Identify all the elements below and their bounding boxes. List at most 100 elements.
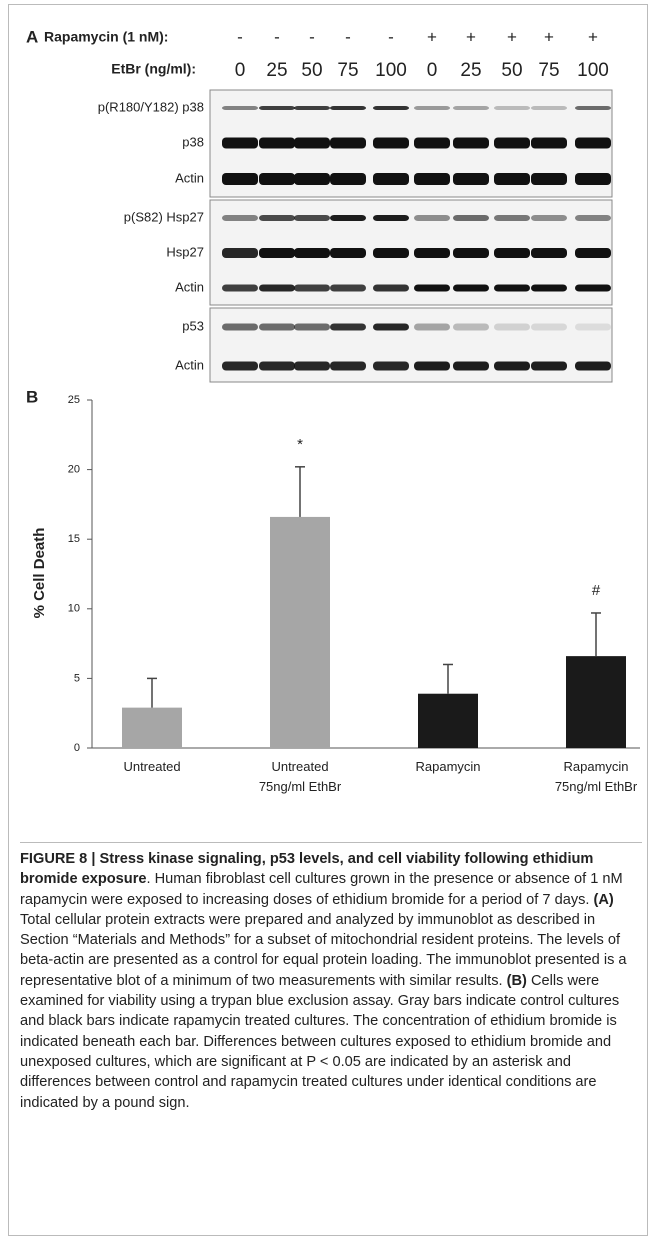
blot-band (414, 324, 450, 331)
rapamycin-sign: - (237, 27, 243, 46)
blot-band (531, 324, 567, 331)
etbr-dose: 0 (235, 60, 246, 81)
blot-row-label: Hsp27 (166, 244, 204, 259)
caption: FIGURE 8 | Stress kinase signaling, p53 … (20, 842, 642, 1113)
blot-band (373, 215, 409, 221)
blot-row-label: p(S82) Hsp27 (124, 209, 204, 224)
blot-band (494, 106, 530, 110)
blot-band (294, 215, 330, 221)
blot-band (222, 106, 258, 110)
blot-band (373, 324, 409, 331)
blot-band (575, 324, 611, 331)
caption-label: (B) (507, 973, 527, 989)
blot-band (414, 215, 450, 221)
blot-band (414, 106, 450, 110)
y-tick-label: 5 (74, 672, 80, 684)
blot-band (259, 173, 295, 185)
rapamycin-sign: - (274, 27, 280, 46)
significance-mark: * (297, 436, 303, 453)
bar (122, 708, 182, 748)
blot-band (222, 173, 258, 185)
blot-band (259, 215, 295, 221)
etbr-dose: 100 (375, 60, 407, 81)
etbr-dose: 0 (427, 60, 438, 81)
blot-panel (210, 308, 612, 382)
bar (418, 694, 478, 748)
rapamycin-sign: + (427, 27, 437, 46)
y-tick-label: 10 (68, 603, 80, 615)
blot-band (494, 138, 530, 149)
blot-band (494, 173, 530, 185)
blot-band (531, 106, 567, 110)
blot-band (494, 285, 530, 292)
blot-band (373, 362, 409, 371)
blot-band (222, 138, 258, 149)
blot-band (294, 106, 330, 110)
blot-band (330, 324, 366, 331)
blot-band (414, 285, 450, 292)
blot-band (222, 362, 258, 371)
blot-band (453, 285, 489, 292)
blot-band (494, 215, 530, 221)
blot-band (575, 106, 611, 110)
blot-band (222, 248, 258, 258)
blot-band (494, 248, 530, 258)
blot-band (330, 362, 366, 371)
etbr-dose: 75 (337, 60, 358, 81)
blot-band (373, 248, 409, 258)
etbr-dose: 50 (301, 60, 322, 81)
blot-band (330, 215, 366, 221)
page: {"panel_a": { "label": "A", "rapamycin_l… (0, 0, 657, 1248)
blot-band (294, 248, 330, 258)
blot-band (575, 215, 611, 221)
panel-label: A (26, 27, 38, 46)
y-tick-label: 15 (68, 533, 80, 545)
rapamycin-sign: + (588, 27, 598, 46)
panel-label: B (26, 387, 38, 406)
blot-band (294, 138, 330, 149)
rapamycin-sign: - (388, 27, 394, 46)
blot-band (531, 215, 567, 221)
y-tick-label: 25 (68, 394, 80, 406)
blot-band (531, 285, 567, 292)
blot-band (222, 285, 258, 292)
blot-band (494, 362, 530, 371)
blot-band (259, 324, 295, 331)
blot-band (575, 173, 611, 185)
blot-band (575, 248, 611, 258)
blot-band (373, 285, 409, 292)
blot-band (259, 106, 295, 110)
blot-row-label: Actin (175, 170, 204, 185)
significance-mark: # (592, 582, 601, 599)
blot-band (575, 285, 611, 292)
blot-band (414, 173, 450, 185)
blot-band (414, 248, 450, 258)
blot-band (259, 285, 295, 292)
y-tick-label: 20 (68, 464, 80, 476)
blot-band (453, 248, 489, 258)
blot-band (414, 362, 450, 371)
etbr-dose: 100 (577, 60, 609, 81)
blot-row-label: p(R180/Y182) p38 (98, 99, 204, 114)
blot-band (531, 248, 567, 258)
blot-band (294, 362, 330, 371)
blot-band (575, 138, 611, 149)
blot-band (330, 173, 366, 185)
etbr-label: EtBr (ng/ml): (111, 61, 196, 77)
blot-band (453, 324, 489, 331)
blot-band (453, 173, 489, 185)
rapamycin-sign: - (345, 27, 351, 46)
blot-band (294, 324, 330, 331)
etbr-dose: 75 (538, 60, 559, 81)
figure: A Rapamycin (1 nM): EtBr (ng/ml): B % Ce… (0, 0, 657, 836)
rapamycin-sign: + (466, 27, 476, 46)
blot-band (453, 362, 489, 371)
bar (566, 656, 626, 748)
blot-band (531, 362, 567, 371)
blot-band (259, 362, 295, 371)
blot-band (453, 106, 489, 110)
blot-band (294, 285, 330, 292)
blot-band (330, 138, 366, 149)
blot-band (531, 138, 567, 149)
caption-label: (A) (594, 892, 614, 908)
